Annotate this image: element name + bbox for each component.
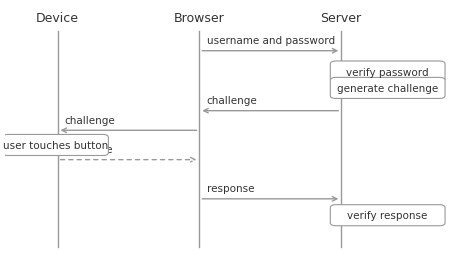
Text: Browser: Browser: [174, 12, 224, 25]
Text: verify response: verify response: [347, 210, 427, 220]
FancyBboxPatch shape: [330, 62, 444, 83]
Text: response: response: [206, 184, 253, 194]
Text: response: response: [64, 145, 112, 155]
Text: Device: Device: [36, 12, 79, 25]
Text: user touches button: user touches button: [3, 140, 108, 150]
Text: Server: Server: [320, 12, 361, 25]
FancyBboxPatch shape: [3, 135, 108, 156]
Text: challenge: challenge: [64, 115, 115, 125]
Text: verify password: verify password: [345, 67, 428, 77]
Text: challenge: challenge: [206, 96, 257, 106]
FancyBboxPatch shape: [330, 78, 444, 99]
FancyBboxPatch shape: [330, 205, 444, 226]
Text: username and password: username and password: [206, 36, 334, 46]
Text: generate challenge: generate challenge: [336, 84, 437, 93]
